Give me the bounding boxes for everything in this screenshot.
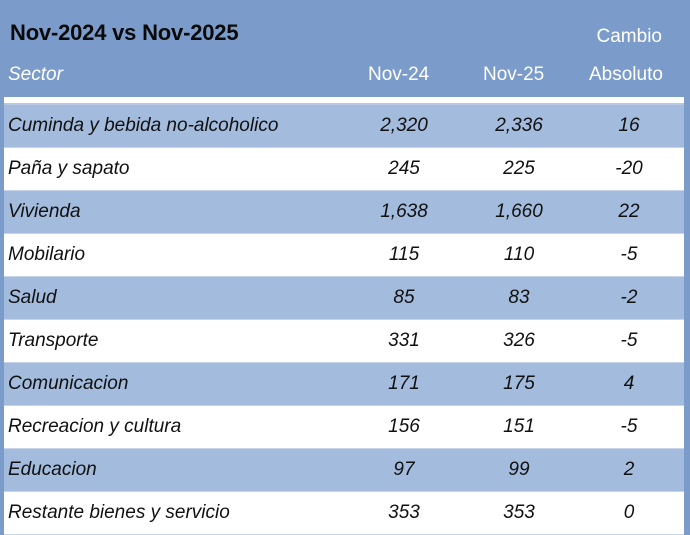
cell-sector: Vivienda bbox=[8, 201, 81, 222]
header-nov25: Nov-25 bbox=[483, 64, 545, 85]
cell-nov24: 156 bbox=[388, 416, 420, 437]
cell-nov25: 1,660 bbox=[495, 201, 543, 222]
cell-nov24: 115 bbox=[388, 244, 420, 265]
header-cambio: Cambio bbox=[596, 26, 662, 47]
cell-sector: Mobilario bbox=[8, 244, 86, 265]
cell-absoluto: 2 bbox=[623, 459, 635, 480]
table-spacer bbox=[4, 97, 684, 105]
cell-sector: Paña y sapato bbox=[8, 158, 130, 179]
cell-nov25: 2,336 bbox=[495, 115, 543, 136]
cell-nov24: 1,638 bbox=[380, 201, 428, 222]
cell-sector: Transporte bbox=[8, 330, 99, 351]
cell-nov24: 245 bbox=[388, 158, 420, 179]
table-row: Salud 85 83 -2 bbox=[4, 277, 684, 320]
table-row: Cuminda y bebida no-alcoholico 2,320 2,3… bbox=[4, 105, 684, 148]
header-absoluto: Absoluto bbox=[589, 64, 663, 85]
cell-absoluto: -5 bbox=[620, 416, 638, 437]
page-title: Nov-2024 vs Nov-2025 bbox=[10, 20, 239, 45]
table-row: Vivienda 1,638 1,660 22 bbox=[4, 191, 684, 234]
cell-sector: Recreacion y cultura bbox=[8, 416, 182, 437]
table-row: Educacion 97 99 2 bbox=[4, 449, 684, 492]
cell-nov25: 83 bbox=[508, 287, 530, 308]
table-row: Mobilario 115 110 -5 bbox=[4, 234, 684, 277]
table-row: Transporte 331 326 -5 bbox=[4, 320, 684, 363]
cell-nov25: 110 bbox=[503, 244, 535, 265]
cell-nov25: 99 bbox=[508, 459, 530, 480]
cell-nov25: 151 bbox=[503, 416, 535, 437]
cell-nov25: 175 bbox=[503, 373, 535, 394]
cell-nov24: 97 bbox=[393, 459, 415, 480]
header-sector: Sector bbox=[8, 64, 63, 85]
cell-nov25: 225 bbox=[503, 158, 535, 179]
cell-sector: Comunicacion bbox=[8, 373, 129, 394]
table-row: Restante bienes y servicio 353 353 0 bbox=[4, 492, 684, 535]
cell-absoluto: -5 bbox=[620, 330, 638, 351]
cell-absoluto: 4 bbox=[623, 373, 635, 394]
cell-nov24: 331 bbox=[388, 330, 420, 351]
cell-nov25: 326 bbox=[503, 330, 535, 351]
cell-sector: Educacion bbox=[8, 459, 97, 480]
cell-absoluto: -20 bbox=[615, 158, 643, 179]
table-row: Paña y sapato 245 225 -20 bbox=[4, 148, 684, 191]
cell-absoluto: 16 bbox=[618, 115, 640, 136]
cell-nov25: 353 bbox=[503, 502, 535, 523]
cell-nov24: 171 bbox=[388, 373, 420, 394]
cell-sector: Restante bienes y servicio bbox=[8, 502, 230, 523]
cell-absoluto: 22 bbox=[618, 201, 640, 222]
cell-absoluto: -2 bbox=[620, 287, 638, 308]
table-row: Comunicacion 171 175 4 bbox=[4, 363, 684, 406]
cell-sector: Cuminda y bebida no-alcoholico bbox=[8, 115, 279, 136]
cell-absoluto: -5 bbox=[620, 244, 638, 265]
data-table: Cuminda y bebida no-alcoholico 2,320 2,3… bbox=[4, 97, 684, 535]
cell-nov24: 353 bbox=[388, 502, 420, 523]
cell-absoluto: 0 bbox=[623, 502, 635, 523]
table-row: Recreacion y cultura 156 151 -5 bbox=[4, 406, 684, 449]
cell-nov24: 85 bbox=[393, 287, 415, 308]
header-nov24: Nov-24 bbox=[368, 64, 430, 85]
cell-nov24: 2,320 bbox=[380, 115, 428, 136]
cell-sector: Salud bbox=[8, 287, 57, 308]
